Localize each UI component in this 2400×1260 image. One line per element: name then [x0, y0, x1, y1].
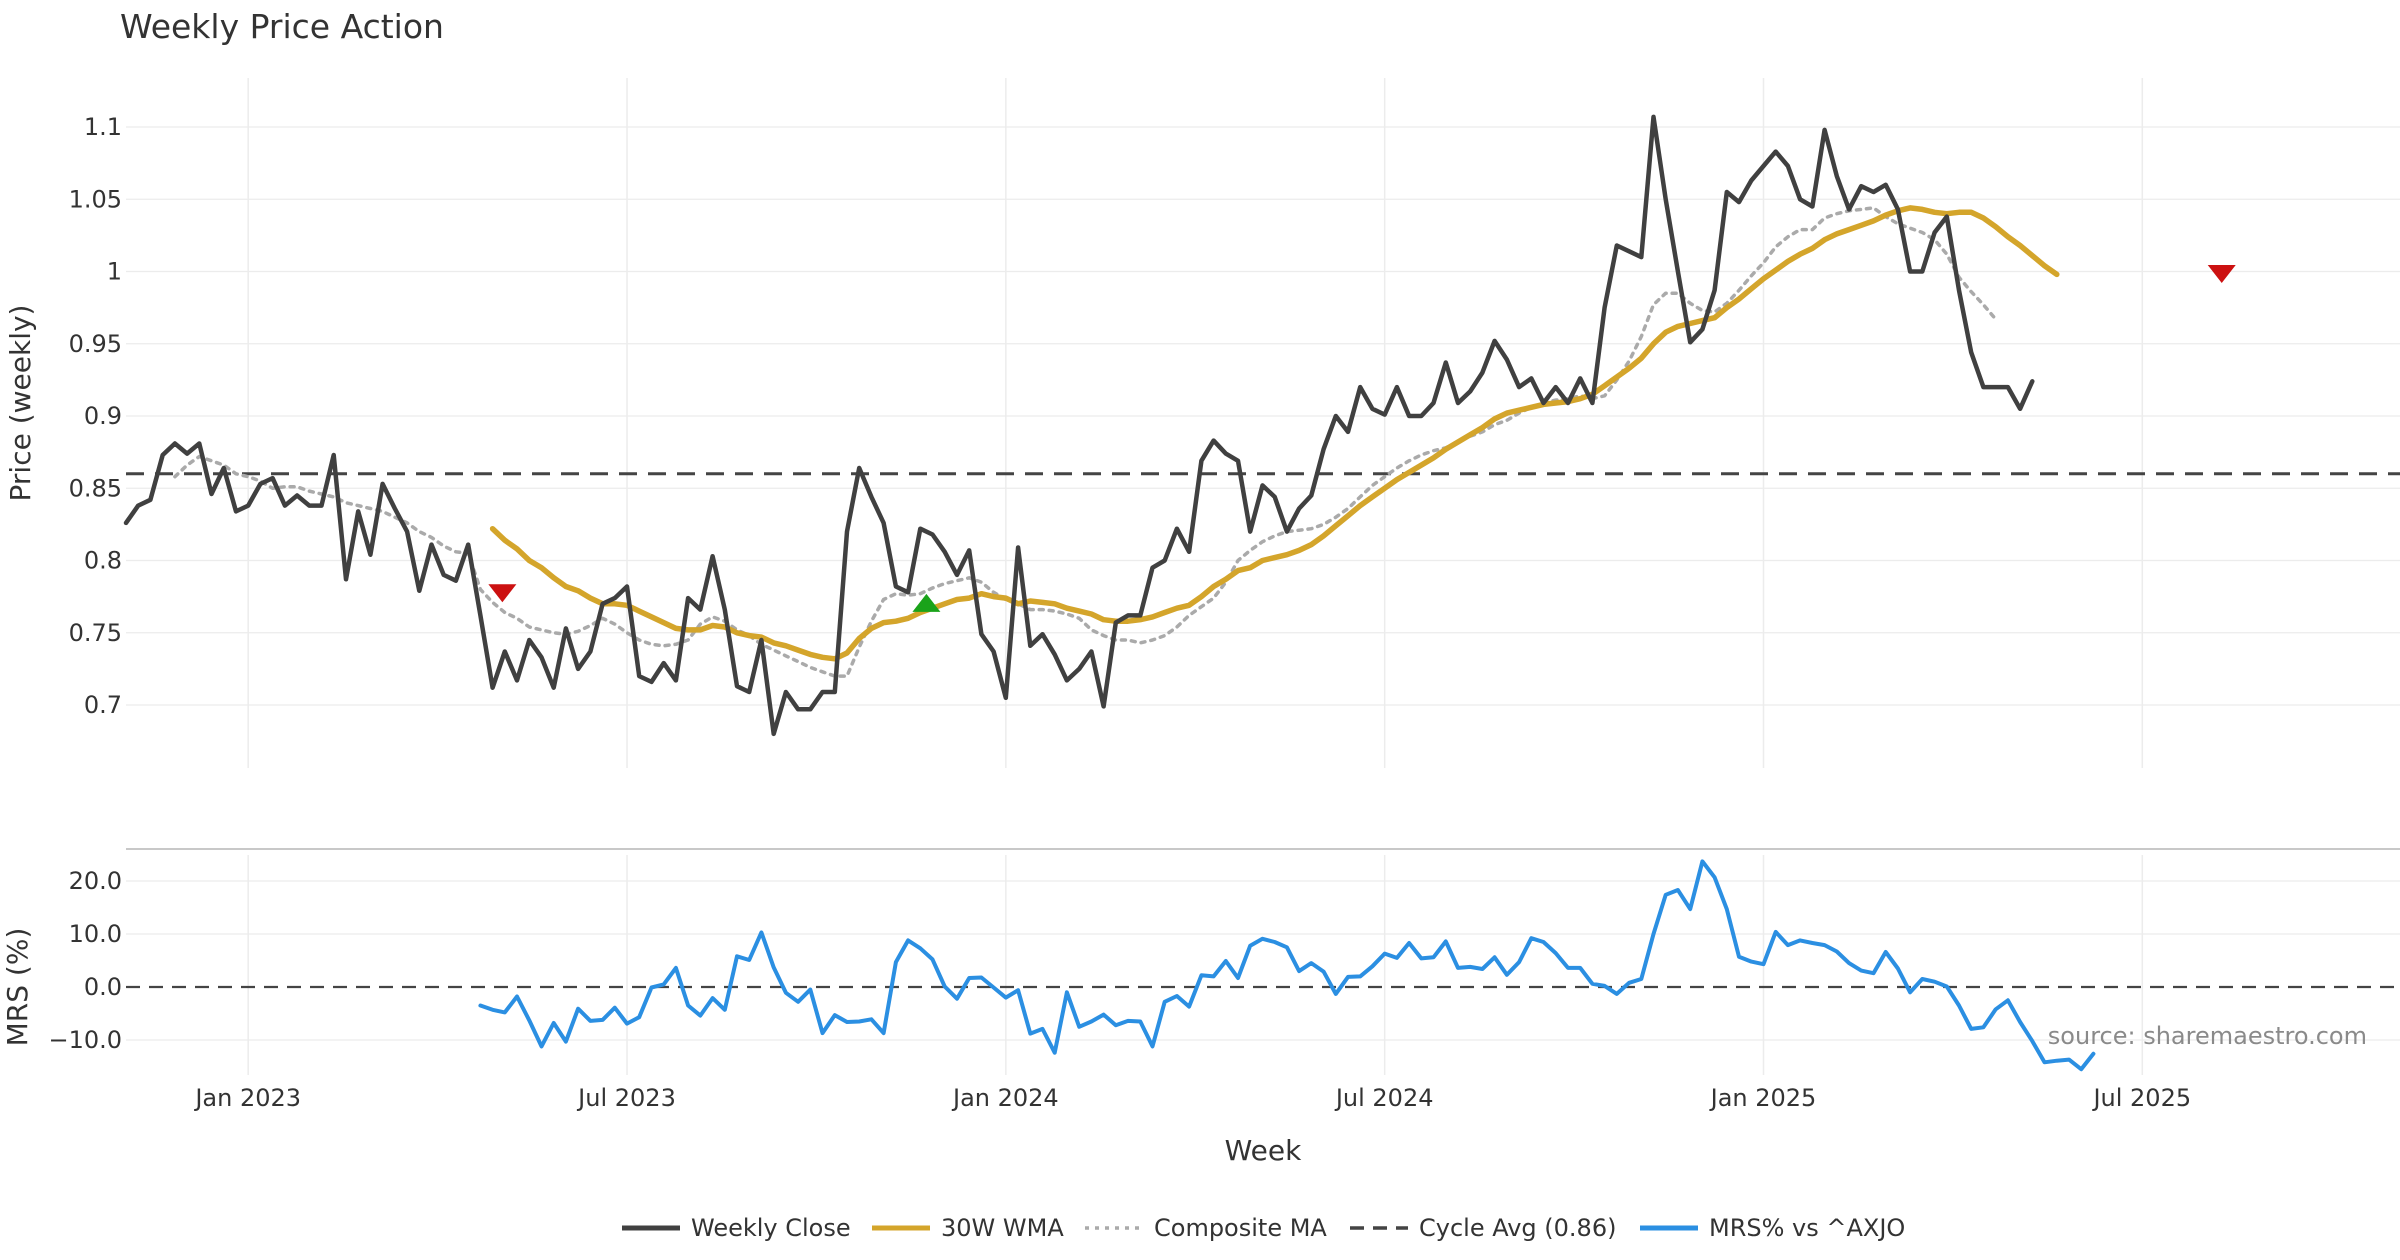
top-y-tick-label: 1 [107, 258, 122, 286]
legend-item-30w-wma: 30W WMA [872, 1214, 1064, 1242]
top-y-tick-label: 1.05 [69, 185, 122, 213]
top-y-ticks: 0.7 0.75 0.8 0.85 0.9 0.95 1 1.05 1.1 [69, 113, 122, 719]
top-y-tick-label: 0.9 [84, 402, 122, 430]
x-ticks: Jan 2023 Jul 2023 Jan 2024 Jul 2024 Jan 2025… [193, 1084, 2191, 1112]
x-tick-label: Jul 2024 [1334, 1084, 1434, 1112]
x-tick-label: Jan 2023 [193, 1084, 301, 1112]
x-tick-label: Jan 2025 [1709, 1084, 1817, 1112]
top-grid [126, 78, 2400, 768]
bottom-y-tick-label: 20.0 [69, 867, 122, 895]
x-tick-label: Jul 2023 [576, 1084, 676, 1112]
composite-ma-line [173, 206, 1998, 678]
x-axis-label: Week [1225, 1134, 1302, 1167]
legend-label: 30W WMA [941, 1214, 1064, 1242]
legend-item-cycle-avg-0-86: Cycle Avg (0.86) [1350, 1214, 1616, 1242]
mrs-vs-axjo-line [478, 859, 2096, 1072]
top-y-tick-label: 0.75 [69, 619, 122, 647]
buy-signal-marker [912, 593, 941, 612]
legend-label: MRS% vs ^AXJO [1709, 1214, 1905, 1242]
top-y-tick-label: 0.7 [84, 691, 122, 719]
top-y-tick-label: 0.95 [69, 330, 122, 358]
x-tick-label: Jul 2025 [2091, 1084, 2191, 1112]
bottom-y-axis-label: MRS (%) [1, 928, 34, 1047]
legend-label: Composite MA [1154, 1214, 1327, 1242]
top-y-tick-label: 0.8 [84, 547, 122, 575]
legend-label: Cycle Avg (0.86) [1419, 1214, 1616, 1242]
top-y-axis-label: Price (weekly) [4, 305, 37, 502]
bottom-y-ticks: −10.0 0.0 10.0 20.0 [48, 867, 122, 1054]
weekly-close-line [123, 114, 2035, 737]
30w-wma-line [489, 205, 2060, 662]
bottom-y-tick-label: −10.0 [48, 1026, 122, 1054]
price-series [123, 114, 2400, 737]
legend: Weekly Close 30W WMA Composite MA Cycle Avg… [622, 1214, 1905, 1242]
bottom-y-tick-label: 0.0 [84, 973, 122, 1001]
legend-item-composite-ma: Composite MA [1085, 1214, 1327, 1242]
x-tick-label: Jan 2024 [951, 1084, 1059, 1112]
top-y-tick-label: 1.1 [84, 113, 122, 141]
mrs-series [126, 859, 2400, 1072]
legend-label: Weekly Close [691, 1214, 851, 1242]
legend-item-mrs-vs-axjo: MRS% vs ^AXJO [1640, 1214, 1905, 1242]
bottom-y-tick-label: 10.0 [69, 920, 122, 948]
chart-title: Weekly Price Action [120, 7, 444, 46]
legend-item-weekly-close: Weekly Close [622, 1214, 851, 1242]
bottom-grid [126, 848, 2400, 1075]
source-credit: source: sharemaestro.com [2048, 1022, 2367, 1050]
top-y-tick-label: 0.85 [69, 474, 122, 502]
signal-markers [488, 264, 2236, 612]
sell-signal-marker [488, 584, 517, 603]
sell-signal-marker [2207, 264, 2236, 283]
